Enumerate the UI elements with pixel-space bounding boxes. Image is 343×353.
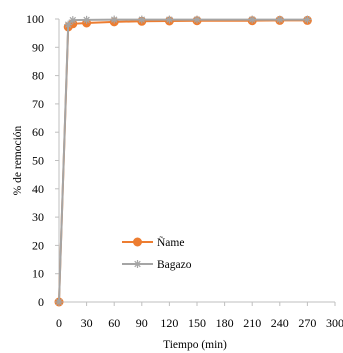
data-point [137,15,146,24]
x-axis-ticks: 0 30 60 90 120 150 180 210 240 270 300 [56,302,343,330]
x-tick-label: 270 [298,316,316,330]
y-tick-label: 0 [38,295,44,309]
x-tick-label: 240 [271,316,289,330]
legend-swatch-marker [133,260,142,268]
x-tick-label: 180 [216,316,234,330]
series-layer [54,15,312,307]
legend: Ñame Bagazo [122,235,192,271]
x-tick-label: 120 [160,316,178,330]
y-tick-label: 60 [32,125,44,139]
data-point [248,15,257,24]
y-tick-label: 70 [32,97,44,111]
data-point [193,15,201,24]
x-tick-label: 30 [81,316,93,330]
data-point [55,298,63,306]
y-axis-title: % de remoción [12,125,24,195]
x-tick-label: 210 [243,316,261,330]
x-tick-label: 90 [136,316,148,330]
legend-swatch-marker [133,237,142,247]
data-point [133,237,142,247]
x-axis-title: Tiempo (min) [163,339,227,351]
x-tick-label: 0 [56,316,62,330]
data-point [68,16,77,25]
series-bagazo [55,15,312,306]
y-tick-label: 90 [32,40,44,54]
y-tick-label: 80 [32,69,44,83]
x-tick-label: 150 [188,316,206,330]
y-tick-label: 100 [26,12,44,26]
y-tick-label: 30 [32,210,44,224]
data-point [82,15,91,24]
y-tick-label: 10 [32,267,44,281]
legend-item-name: Ñame [122,235,184,249]
legend-label: Bagazo [157,259,192,271]
x-tick-label: 300 [326,316,343,330]
legend-label: Ñame [157,235,184,249]
data-point [133,260,142,268]
y-tick-label: 20 [32,238,44,252]
y-tick-label: 40 [32,182,44,196]
data-point [275,15,284,24]
y-tick-label: 50 [32,154,44,168]
y-axis-ticks: 0 10 20 30 40 50 60 70 80 90 100 [26,12,59,309]
data-point [110,15,119,24]
data-point [303,15,312,24]
legend-item-bagazo: Bagazo [122,259,192,271]
x-tick-label: 60 [108,316,120,330]
data-point [165,15,174,24]
